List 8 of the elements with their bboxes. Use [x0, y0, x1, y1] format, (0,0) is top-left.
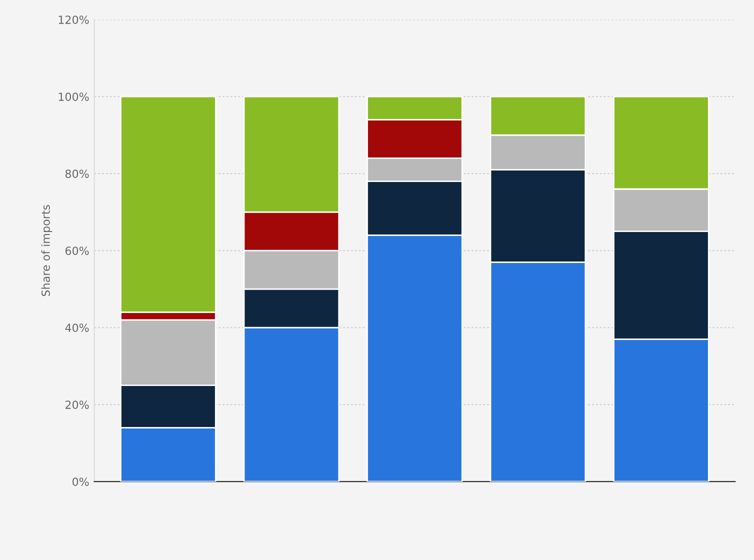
y-axis-title: Share of imports: [41, 204, 52, 296]
y-tick-label: 0%: [72, 478, 89, 486]
y-tick-label: 100%: [58, 92, 89, 101]
y-tick-label: 60%: [65, 246, 89, 255]
y-tick-label: 40%: [65, 324, 89, 332]
y-tick-label: 80%: [65, 170, 89, 178]
y-tick-label: 120%: [58, 16, 89, 24]
y-tick-label: 20%: [66, 400, 89, 409]
